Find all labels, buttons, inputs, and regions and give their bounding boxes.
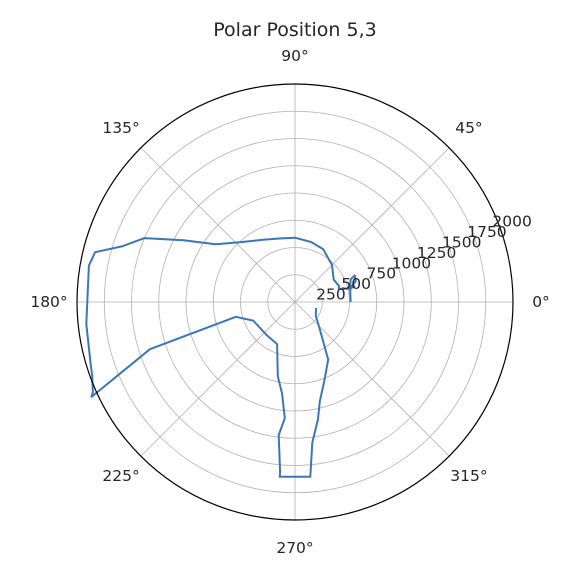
- theta-tick-label-270: 270°: [276, 539, 313, 557]
- r-tick-label-2000: 2000: [492, 213, 531, 231]
- theta-grid-line-135: [141, 148, 295, 302]
- theta-tick-label-180: 180°: [30, 293, 67, 311]
- theta-tick-label-90: 90°: [281, 47, 308, 65]
- theta-grid-line-225: [141, 302, 295, 456]
- theta-tick-label-315: 315°: [450, 467, 487, 485]
- theta-tick-label-0: 0°: [532, 293, 550, 311]
- chart-title: Polar Position 5,3: [213, 19, 376, 41]
- theta-tick-label-45: 45°: [455, 119, 482, 137]
- theta-tick-label-225: 225°: [102, 467, 139, 485]
- theta-tick-label-135: 135°: [102, 119, 139, 137]
- polar-grid: [77, 84, 513, 520]
